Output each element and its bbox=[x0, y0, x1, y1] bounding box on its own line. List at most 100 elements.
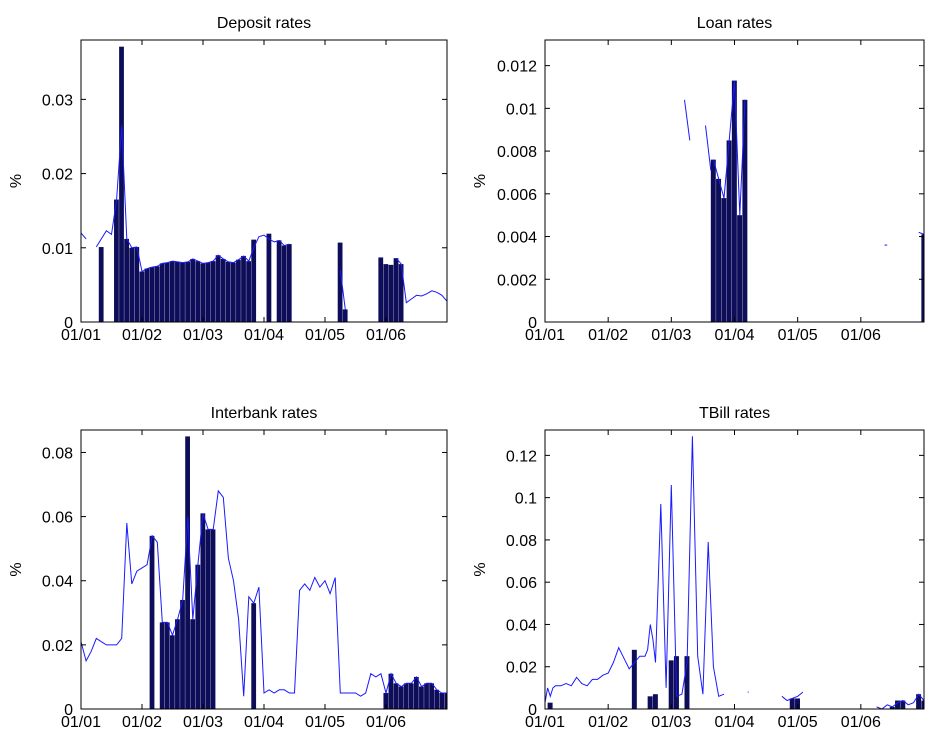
bar bbox=[413, 676, 419, 709]
bar bbox=[205, 262, 211, 322]
rate-line bbox=[781, 691, 804, 702]
bar bbox=[795, 698, 800, 709]
plot-frame bbox=[544, 429, 925, 710]
y-tick-label: 0.04 bbox=[42, 574, 73, 591]
bar bbox=[175, 261, 180, 322]
bar bbox=[154, 266, 160, 322]
bar bbox=[164, 262, 170, 322]
rate-line bbox=[80, 489, 447, 697]
y-tick-label: 0.1 bbox=[515, 491, 537, 508]
y-tick-label: 0 bbox=[64, 315, 73, 332]
bar bbox=[383, 692, 389, 709]
bar bbox=[169, 635, 175, 709]
x-tick-label: 01/02 bbox=[122, 714, 162, 731]
x-tick-label: 01/05 bbox=[778, 714, 818, 731]
rate-line bbox=[395, 257, 448, 304]
rate-line bbox=[705, 125, 712, 171]
panel-interbank-rates: Interbank rates% 0 0.02 0.04 0.06 0.08 01/01 01… bbox=[8, 405, 448, 731]
bar bbox=[190, 258, 196, 322]
bar bbox=[185, 436, 190, 709]
y-tick-label: 0.06 bbox=[506, 575, 537, 592]
x-tick-label: 01/01 bbox=[525, 714, 565, 731]
bar bbox=[388, 673, 394, 709]
y-axis-label: % bbox=[472, 174, 489, 188]
bar bbox=[789, 698, 795, 709]
chart-title: TBill rates bbox=[699, 405, 770, 422]
x-tick-label: 01/04 bbox=[244, 327, 284, 344]
x-tick-label: 01/06 bbox=[841, 714, 881, 731]
rate-line bbox=[544, 436, 725, 703]
rate-line bbox=[918, 231, 925, 235]
bar bbox=[205, 529, 211, 709]
bar bbox=[124, 238, 129, 322]
x-tick-label: 01/01 bbox=[61, 714, 101, 731]
chart-title: Loan rates bbox=[697, 15, 773, 32]
bar bbox=[398, 264, 404, 322]
bar bbox=[337, 242, 343, 322]
bar bbox=[721, 198, 727, 322]
x-tick-label: 01/04 bbox=[244, 714, 284, 731]
bar bbox=[684, 656, 690, 709]
rate-line bbox=[339, 270, 346, 310]
bar bbox=[419, 686, 424, 709]
bar bbox=[225, 261, 231, 322]
y-axis-label: % bbox=[8, 174, 25, 188]
y-tick-label: 0.08 bbox=[42, 445, 73, 462]
panel-deposit-rates: Deposit rates% 0 0.01 0.02 0.03 01/01 01/02 01/… bbox=[8, 15, 448, 344]
y-tick-label: 0 bbox=[528, 702, 537, 719]
bar bbox=[383, 264, 389, 322]
y-tick-label: 0.03 bbox=[42, 92, 73, 109]
bar bbox=[241, 255, 246, 322]
rate-line bbox=[876, 693, 925, 710]
bar bbox=[134, 247, 140, 322]
bar bbox=[180, 599, 185, 709]
bar bbox=[159, 622, 165, 709]
x-tick-label: 01/02 bbox=[588, 327, 628, 344]
y-tick-label: 0.02 bbox=[506, 660, 537, 677]
bar bbox=[144, 268, 150, 322]
bar bbox=[921, 700, 924, 709]
bar bbox=[251, 239, 257, 322]
bar bbox=[200, 513, 206, 709]
panel-tbill-rates: TBill rates% 0 0.02 0.04 0.06 0.08 0.1 0.12 01/0… bbox=[472, 405, 925, 731]
bar bbox=[169, 261, 175, 322]
rate-line bbox=[684, 99, 691, 141]
y-tick-label: 0.006 bbox=[497, 187, 537, 204]
bar bbox=[246, 261, 251, 322]
bar bbox=[119, 46, 124, 322]
bar bbox=[220, 258, 226, 322]
bar bbox=[726, 140, 732, 322]
bar bbox=[159, 263, 165, 322]
bar bbox=[731, 80, 737, 322]
bar bbox=[215, 255, 221, 322]
bar bbox=[921, 234, 924, 322]
y-tick-label: 0.002 bbox=[497, 272, 537, 289]
x-tick-label: 01/04 bbox=[714, 327, 754, 344]
x-tick-label: 01/05 bbox=[305, 327, 345, 344]
x-tick-label: 01/01 bbox=[525, 327, 565, 344]
bar bbox=[164, 622, 170, 709]
rate-line bbox=[712, 80, 746, 216]
y-tick-label: 0.02 bbox=[42, 167, 73, 184]
chart-title: Interbank rates bbox=[211, 405, 318, 422]
x-tick-label: 01/03 bbox=[651, 327, 691, 344]
bar bbox=[230, 262, 236, 322]
y-axis-label: % bbox=[8, 562, 25, 576]
y-tick-label: 0.01 bbox=[42, 241, 73, 258]
bar bbox=[710, 159, 716, 322]
bar bbox=[286, 244, 292, 322]
bar bbox=[393, 258, 399, 322]
bar bbox=[398, 686, 404, 709]
rate-line bbox=[95, 125, 290, 273]
y-tick-label: 0.04 bbox=[506, 617, 537, 634]
x-tick-label: 01/05 bbox=[305, 714, 345, 731]
y-axis-label: % bbox=[472, 562, 489, 576]
bar bbox=[342, 309, 348, 322]
y-tick-label: 0.01 bbox=[506, 101, 537, 118]
bar bbox=[631, 649, 637, 709]
x-tick-label: 01/03 bbox=[183, 714, 223, 731]
bar bbox=[98, 247, 104, 322]
x-tick-label: 01/03 bbox=[651, 714, 691, 731]
bar bbox=[210, 529, 216, 709]
